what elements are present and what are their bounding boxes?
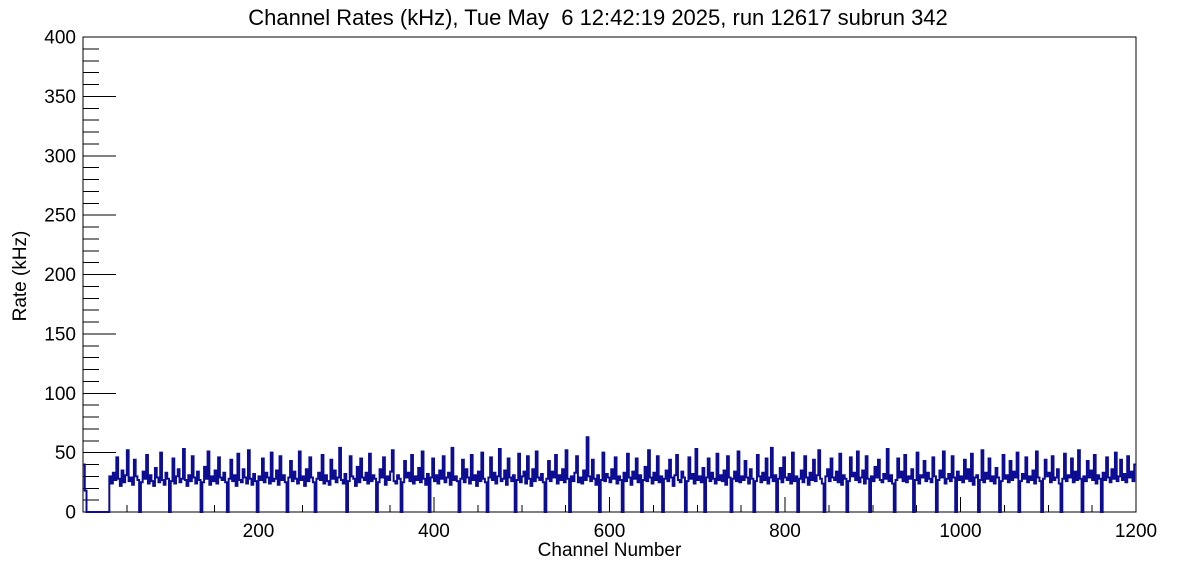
x-axis-title: Channel Number <box>537 540 682 561</box>
x-tick-label: 800 <box>769 521 801 542</box>
y-tick-label: 150 <box>44 324 76 345</box>
x-tick-label: 400 <box>418 521 450 542</box>
y-tick-label: 50 <box>55 443 76 464</box>
y-tick-label: 350 <box>44 87 76 108</box>
y-tick-label: 250 <box>44 206 76 227</box>
y-tick-label: 400 <box>44 28 76 49</box>
chart-title: Channel Rates (kHz), Tue May 6 12:42:19 … <box>248 5 948 30</box>
rate-histogram-line <box>83 436 1136 513</box>
y-tick-label: 100 <box>44 384 76 405</box>
x-tick-label: 1000 <box>939 521 981 542</box>
y-tick-label: 300 <box>44 146 76 167</box>
y-axis-title: Rate (kHz) <box>10 230 31 322</box>
plot-frame <box>82 36 1137 513</box>
x-tick-label: 1200 <box>1115 521 1157 542</box>
y-tick-label: 0 <box>65 503 76 524</box>
x-tick-label: 600 <box>594 521 626 542</box>
x-tick-label: 200 <box>243 521 275 542</box>
y-tick-label: 200 <box>44 265 76 286</box>
